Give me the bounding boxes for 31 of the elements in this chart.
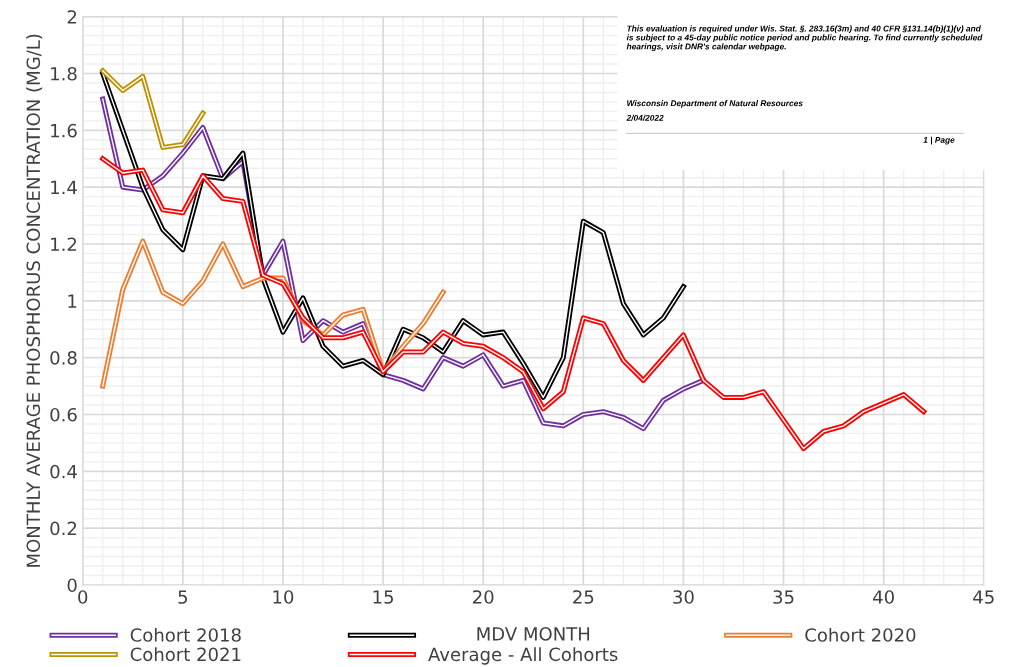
y-tick-label: 0.2 <box>50 521 77 536</box>
annotation: This evaluation is required under Wis. Stat. §. 283.16(3m) and 40 CFR §131.14(b)(1)(v) and is subject to a 45-day public notice period and public hearing. To find currently scheduled hearings, visit DNR's calendar webpage. <box>626 25 983 52</box>
y-tick-label: 0.6 <box>50 407 77 422</box>
y-tick-label: 1.4 <box>51 180 77 195</box>
x-tick-label: 35 <box>773 590 794 604</box>
x-tick-label: 5 <box>178 590 188 604</box>
y-tick-label: 1.6 <box>51 123 77 138</box>
legend-label: Cohort 2021 <box>130 647 241 662</box>
y-tick-label: 2 <box>67 10 77 24</box>
y-tick-label: 0.8 <box>50 351 77 365</box>
x-axis-title: MDV MONTH <box>477 627 590 641</box>
y-tick-label: 0 <box>67 578 77 593</box>
y-tick-label: 1.8 <box>51 66 77 81</box>
x-tick-label: 0 <box>78 590 88 604</box>
annotation: 1 | Page <box>923 136 955 145</box>
x-tick-label: 45 <box>973 590 994 604</box>
x-tick-label: 30 <box>673 590 694 604</box>
y-tick-label: 1.2 <box>51 237 77 251</box>
legend-label: Cohort 2020 <box>805 627 916 642</box>
y-axis-title: MONTHLY AVERAGE PHOSPHORUS CONCENTRATION (MG/L) <box>26 34 43 567</box>
x-tick-label: 10 <box>273 590 294 604</box>
x-tick-label: 25 <box>573 590 594 604</box>
legend-label: Cohort 2018 <box>130 627 241 642</box>
x-tick-label: 15 <box>373 590 393 604</box>
x-tick-label: 20 <box>473 590 494 604</box>
legend-label: Average - All Cohorts <box>428 647 618 665</box>
annotation: 2/04/2022 <box>626 114 664 121</box>
y-tick-label: 1 <box>68 294 77 308</box>
annotation: Wisconsin Department of Natural Resources <box>627 100 803 108</box>
y-tick-label: 0.4 <box>50 464 77 479</box>
x-tick-label: 40 <box>873 590 894 604</box>
